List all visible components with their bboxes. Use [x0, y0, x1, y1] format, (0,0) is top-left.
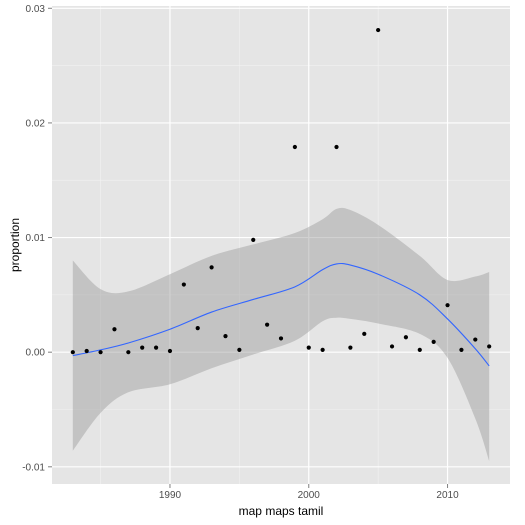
y-tick-label: -0.01	[22, 462, 45, 473]
data-points	[70, 27, 492, 355]
y-tick-label: 0.01	[26, 233, 46, 244]
confidence-band	[72, 207, 490, 462]
data-point	[431, 339, 436, 344]
data-point	[320, 347, 325, 352]
panel-background	[52, 6, 510, 484]
data-point	[278, 336, 284, 341]
data-point	[265, 322, 270, 327]
data-point	[195, 326, 200, 331]
data-point	[209, 265, 214, 270]
data-point	[237, 347, 242, 352]
y-axis-ticks: -0.01 0.00 0.01 0.02 0.03	[22, 4, 52, 473]
data-point	[126, 350, 131, 355]
data-point	[376, 27, 381, 33]
x-tick-label: 2000	[298, 490, 321, 501]
data-point	[223, 334, 228, 339]
data-point	[181, 282, 186, 287]
data-point	[389, 344, 395, 349]
grid-minor	[52, 6, 510, 484]
data-point	[292, 144, 297, 150]
smooth-line	[72, 262, 490, 367]
y-tick-label: 0.03	[26, 4, 46, 15]
data-point	[403, 335, 409, 340]
data-point	[112, 327, 117, 332]
y-axis-title: proportion	[8, 218, 22, 272]
x-tick-label: 1990	[159, 490, 182, 501]
data-point	[473, 337, 478, 342]
x-axis-title: map maps tamil	[239, 504, 324, 518]
y-tick-label: 0.02	[26, 118, 46, 129]
data-point	[98, 350, 103, 355]
data-point	[334, 144, 339, 150]
data-point	[417, 347, 422, 352]
x-tick-label: 2010	[436, 490, 459, 501]
y-tick-label: 0.00	[26, 348, 46, 359]
data-point	[84, 348, 89, 354]
grid-major	[52, 6, 510, 484]
data-point	[140, 345, 145, 350]
data-point	[153, 345, 159, 350]
data-point	[251, 237, 256, 242]
data-point	[362, 331, 367, 336]
data-point	[167, 348, 173, 354]
data-point	[348, 345, 353, 350]
data-point	[70, 350, 75, 355]
data-point	[487, 344, 492, 349]
data-point	[445, 303, 450, 308]
data-point	[306, 345, 311, 350]
x-axis-ticks: 1990 2000 2010	[159, 484, 459, 501]
data-point	[459, 347, 464, 352]
